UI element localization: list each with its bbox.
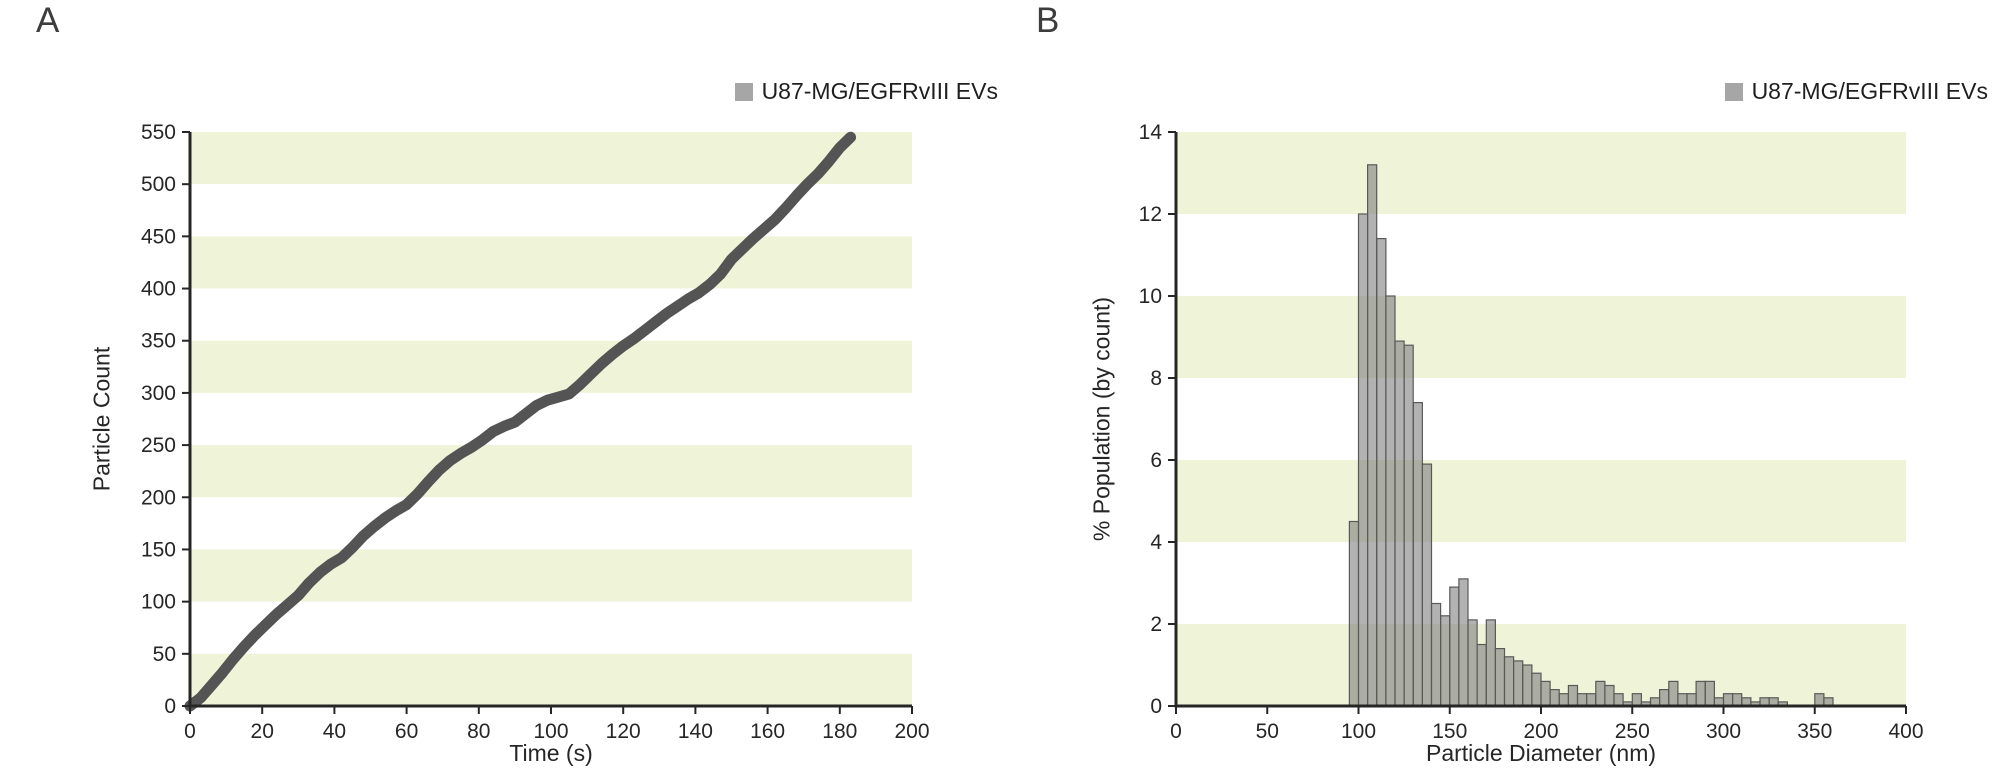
y-axis-title-b: % Population (by count) <box>1088 296 1115 542</box>
tick-labels: 0 50 100 150 200 250 300 350 400 0 2 4 6 8 10 12 14 <box>1139 121 1924 743</box>
svg-text:40: 40 <box>323 720 346 743</box>
svg-text:300: 300 <box>141 382 176 405</box>
plot-bands <box>190 132 912 706</box>
panel-b-label: B <box>1036 1 1060 40</box>
svg-text:140: 140 <box>678 720 713 743</box>
svg-text:550: 550 <box>141 121 176 144</box>
svg-text:200: 200 <box>1523 720 1558 743</box>
tick-labels: 0 20 40 60 80 100 120 140 160 180 200 0 50 100 150 200 2… <box>141 121 930 743</box>
svg-text:400: 400 <box>141 278 176 301</box>
legend-a: U87-MG/EGFRvIII EVs <box>734 78 998 105</box>
legend-b: U87-MG/EGFRvIII EVs <box>1724 78 1988 105</box>
svg-text:180: 180 <box>822 720 857 743</box>
svg-text:200: 200 <box>894 720 929 743</box>
plot-bands <box>1176 132 1906 706</box>
svg-text:20: 20 <box>251 720 274 743</box>
svg-text:350: 350 <box>141 330 176 353</box>
svg-text:12: 12 <box>1139 203 1162 226</box>
panel-b: B U87-MG/EGFRvIII EVs 0 50 100 150 200 250 300… <box>1000 0 2000 780</box>
svg-text:150: 150 <box>1432 720 1467 743</box>
svg-text:6: 6 <box>1150 449 1162 472</box>
line-chart-particle-count: 0 20 40 60 80 100 120 140 160 180 200 0 50 100 150 200 2… <box>141 121 930 743</box>
svg-text:100: 100 <box>141 591 176 614</box>
data-series-line <box>184 131 857 712</box>
svg-text:350: 350 <box>1797 720 1832 743</box>
y-axis-title-a: Particle Count <box>88 346 115 492</box>
panel-a: A U87-MG/EGFRvIII EVs 0 20 40 60 80 100 120 140… <box>36 1 998 766</box>
tick-marks <box>1168 131 1907 714</box>
svg-text:200: 200 <box>141 486 176 509</box>
svg-text:500: 500 <box>141 173 176 196</box>
panel-a-label: A <box>36 1 60 40</box>
svg-text:100: 100 <box>1341 720 1376 743</box>
svg-text:0: 0 <box>164 695 176 718</box>
histogram-particle-diameter: 0 50 100 150 200 250 300 350 400 0 2 4 6 8 10 12 14 <box>1139 121 1924 743</box>
svg-text:60: 60 <box>395 720 418 743</box>
svg-text:50: 50 <box>153 643 176 666</box>
svg-text:4: 4 <box>1150 531 1162 554</box>
legend-swatch-icon <box>1724 82 1743 101</box>
svg-text:14: 14 <box>1139 121 1163 144</box>
svg-text:0: 0 <box>1150 695 1162 718</box>
svg-text:0: 0 <box>1170 720 1182 743</box>
svg-text:150: 150 <box>141 538 176 561</box>
svg-text:160: 160 <box>750 720 785 743</box>
svg-text:80: 80 <box>467 720 490 743</box>
legend-swatch-icon <box>734 82 753 101</box>
svg-text:250: 250 <box>1615 720 1650 743</box>
svg-text:450: 450 <box>141 225 176 248</box>
x-axis-title-a: Time (s) <box>509 740 593 766</box>
tick-marks <box>182 131 913 714</box>
legend-b-label: U87-MG/EGFRvIII EVs <box>1751 78 1988 104</box>
svg-text:250: 250 <box>141 434 176 457</box>
svg-text:50: 50 <box>1256 720 1279 743</box>
svg-text:120: 120 <box>606 720 641 743</box>
svg-text:300: 300 <box>1706 720 1741 743</box>
svg-text:100: 100 <box>533 720 568 743</box>
svg-text:2: 2 <box>1150 613 1162 636</box>
svg-text:400: 400 <box>1888 720 1923 743</box>
svg-text:10: 10 <box>1139 285 1162 308</box>
x-axis-title-b: Particle Diameter (nm) <box>1425 740 1657 766</box>
legend-a-label: U87-MG/EGFRvIII EVs <box>761 78 998 104</box>
svg-text:0: 0 <box>184 720 196 743</box>
svg-text:8: 8 <box>1150 367 1162 390</box>
